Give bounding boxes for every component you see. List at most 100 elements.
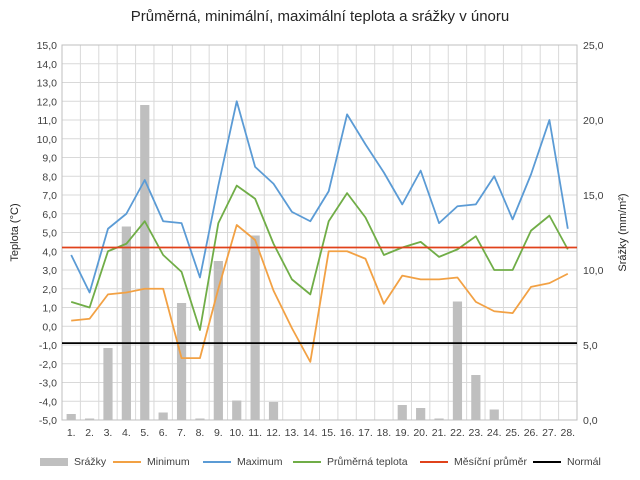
series-line-maximum bbox=[70, 100, 569, 294]
y-tick-label: 13,0 bbox=[37, 78, 58, 90]
y-tick-label: 3,0 bbox=[42, 265, 57, 277]
x-tick-label: 24. bbox=[487, 427, 502, 439]
bar-srazky-5 bbox=[140, 105, 150, 420]
y-tick-label: 15,0 bbox=[37, 40, 58, 52]
y-tick-label: -3,0 bbox=[39, 378, 57, 390]
y-axis-label: Teplota (°C) bbox=[9, 203, 21, 261]
x-tick-label: 2. bbox=[85, 427, 94, 439]
x-tick-label: 16. bbox=[340, 427, 355, 439]
y-tick-label: 10,0 bbox=[37, 134, 58, 146]
bar-srazky-1 bbox=[66, 414, 76, 420]
y-tick-label: 12,0 bbox=[37, 96, 58, 108]
x-tick-label: 9. bbox=[214, 427, 223, 439]
x-tick-label: 20. bbox=[413, 427, 428, 439]
x-tick-label: 4. bbox=[122, 427, 131, 439]
chart-title: Průměrná, minimální, maximální teplota a… bbox=[130, 8, 510, 25]
grid bbox=[61, 44, 578, 421]
y2-tick-label: 25,0 bbox=[583, 40, 604, 52]
y-tick-label: -1,0 bbox=[39, 340, 57, 352]
bar-srazky-19 bbox=[397, 405, 407, 420]
y-tick-label: 14,0 bbox=[37, 59, 58, 71]
legend-label: Měsíční průměr bbox=[454, 456, 527, 468]
y2-axis-ticks: 25,0 20,0 15,0 10,0 5,0 0,0 bbox=[583, 40, 604, 427]
legend-swatch bbox=[40, 458, 68, 466]
legend-item: Měsíční průměr bbox=[420, 452, 527, 472]
x-tick-label: 13. bbox=[285, 427, 300, 439]
x-tick-label: 25. bbox=[505, 427, 520, 439]
y2-tick-label: 20,0 bbox=[583, 115, 604, 127]
bar-srazky-12 bbox=[268, 402, 279, 420]
legend-label: Normál bbox=[567, 456, 601, 468]
legend-item: Průměrná teplota bbox=[293, 452, 408, 472]
bar-srazky-7 bbox=[176, 303, 187, 420]
x-tick-label: 12. bbox=[266, 427, 281, 439]
x-tick-label: 15. bbox=[321, 427, 336, 439]
y-tick-label: -2,0 bbox=[39, 359, 57, 371]
y-tick-label: 4,0 bbox=[42, 246, 57, 258]
x-tick-label: 6. bbox=[159, 427, 168, 439]
bar-srazky-11 bbox=[250, 235, 260, 420]
y2-axis-label: Srážky (mm/m²) bbox=[617, 193, 629, 271]
legend: Srážky Minimum Maximum Průměrná teplota Měsí… bbox=[0, 452, 640, 472]
plot-area: 15,0 14,0 13,0 12,0 11,0 10,0 9,0 8,0 7,0 6,0 5,0 4… bbox=[9, 40, 629, 439]
x-tick-label: 17. bbox=[358, 427, 373, 439]
y-tick-label: 9,0 bbox=[42, 153, 57, 165]
x-tick-label: 23. bbox=[469, 427, 484, 439]
legend-swatch bbox=[203, 461, 231, 463]
x-tick-label: 28. bbox=[560, 427, 575, 439]
legend-swatch bbox=[420, 461, 448, 463]
y-tick-label: -5,0 bbox=[39, 415, 57, 427]
x-tick-label: 21. bbox=[432, 427, 447, 439]
bar-srazky-23 bbox=[471, 375, 481, 420]
y-tick-label: 1,0 bbox=[42, 303, 57, 315]
y-tick-label: 5,0 bbox=[42, 228, 57, 240]
x-tick-label: 27. bbox=[542, 427, 557, 439]
y-axis-ticks: 15,0 14,0 13,0 12,0 11,0 10,0 9,0 8,0 7,0 6,0 5,0 4… bbox=[37, 40, 58, 427]
bar-srazky-9 bbox=[213, 261, 223, 420]
bars bbox=[66, 105, 499, 420]
legend-label: Maximum bbox=[237, 456, 283, 468]
lines bbox=[62, 100, 577, 363]
bar-srazky-6 bbox=[158, 412, 168, 420]
bar-srazky-21 bbox=[434, 418, 444, 420]
x-tick-label: 3. bbox=[104, 427, 113, 439]
x-tick-label: 14. bbox=[303, 427, 318, 439]
x-tick-label: 18. bbox=[377, 427, 392, 439]
legend-swatch bbox=[293, 461, 321, 463]
x-axis-ticks: 1. 2. 3. 4. 5. 6. 7. 8. 9. 10. 11. 12. 13. 14. 15. 16. 1… bbox=[67, 427, 575, 439]
y-tick-label: -4,0 bbox=[39, 396, 57, 408]
bar-srazky-24 bbox=[489, 409, 499, 420]
plot-border bbox=[61, 44, 578, 421]
bar-srazky-4 bbox=[121, 226, 131, 420]
series-line-prumerna-teplota bbox=[70, 184, 569, 331]
legend-item: Minimum bbox=[113, 452, 190, 472]
x-tick-label: 19. bbox=[395, 427, 410, 439]
y-tick-label: 8,0 bbox=[42, 171, 57, 183]
legend-label: Minimum bbox=[147, 456, 190, 468]
x-tick-label: 7. bbox=[177, 427, 186, 439]
legend-swatch bbox=[113, 461, 141, 463]
x-tick-label: 8. bbox=[196, 427, 205, 439]
series-line-minimum bbox=[71, 224, 569, 363]
y2-tick-label: 5,0 bbox=[583, 340, 598, 352]
bar-srazky-20 bbox=[416, 408, 426, 420]
bar-srazky-8 bbox=[195, 418, 205, 420]
legend-label: Průměrná teplota bbox=[327, 456, 408, 468]
y2-tick-label: 10,0 bbox=[583, 265, 604, 277]
x-tick-label: 10. bbox=[229, 427, 244, 439]
bar-srazky-22 bbox=[452, 301, 463, 420]
y2-tick-label: 0,0 bbox=[583, 415, 598, 427]
y-tick-label: 2,0 bbox=[42, 284, 57, 296]
legend-label: Srážky bbox=[74, 456, 107, 468]
bar-srazky-10 bbox=[232, 400, 242, 420]
y2-tick-label: 15,0 bbox=[583, 190, 604, 202]
legend-swatch bbox=[533, 461, 561, 463]
x-tick-label: 26. bbox=[524, 427, 539, 439]
y-tick-label: 0,0 bbox=[42, 321, 57, 333]
x-tick-label: 5. bbox=[140, 427, 149, 439]
x-tick-label: 1. bbox=[67, 427, 76, 439]
y-tick-label: 7,0 bbox=[42, 190, 57, 202]
x-tick-label: 22. bbox=[450, 427, 465, 439]
y-tick-label: 11,0 bbox=[37, 115, 57, 127]
